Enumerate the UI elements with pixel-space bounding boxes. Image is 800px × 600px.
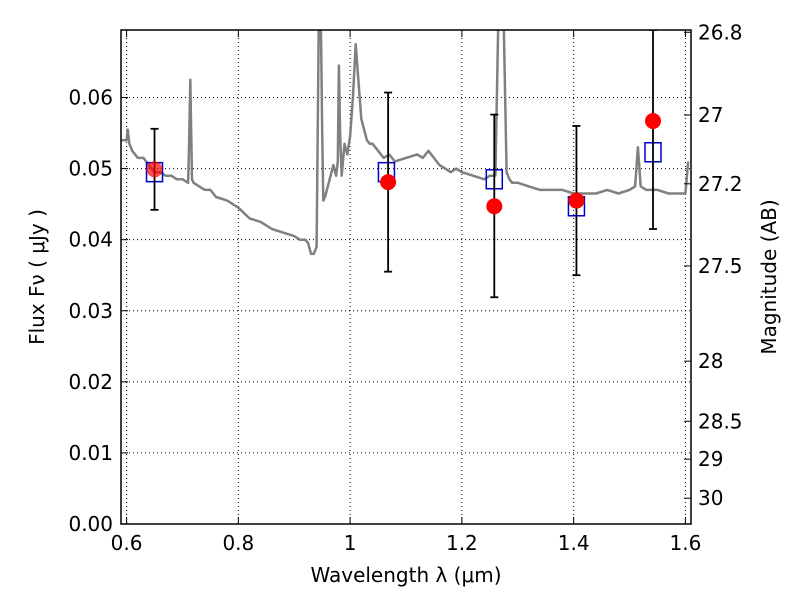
observed-photometry-point [380,174,397,191]
y-tick-label: 0.04 [68,228,113,252]
y-tick-label: 0.01 [68,441,113,465]
y2-tick-label: 27.2 [698,172,743,196]
x-tick-label: 1.2 [446,531,478,555]
observed-photometry-point [146,161,163,178]
y2-axis-label: Magnitude (AB) [757,199,781,354]
y2-tick-label: 28 [698,349,723,373]
y-tick-label: 0.02 [68,370,113,394]
x-tick-label: 1.6 [670,531,702,555]
y2-tick-label: 27 [698,103,723,127]
y2-tick-label: 29 [698,447,723,471]
plot-frame [120,29,692,525]
observed-photometry-point [645,112,661,129]
y2-tick-label: 27.5 [698,254,743,278]
y-tick-label: 0.05 [68,157,113,181]
y-tick-label: 0.06 [68,86,113,110]
y2-tick-label: 26.8 [698,20,743,44]
spectrum-line [121,30,690,256]
x-tick-label: 1 [344,531,357,555]
x-axis-label: Wavelength λ (μm) [310,563,501,587]
y-axis-label: Flux Fν ( μJy ) [25,209,49,345]
y2-tick-label: 28.5 [698,409,743,433]
observed-photometry-point [568,192,585,209]
y2-tick-label: 30 [698,486,723,510]
observed-photometry-point [486,198,503,215]
y-tick-label: 0.03 [68,299,113,323]
x-tick-label: 0.8 [222,531,254,555]
y-tick-label: 0.00 [68,512,113,536]
x-tick-label: 0.6 [111,531,143,555]
x-tick-label: 1.4 [558,531,590,555]
